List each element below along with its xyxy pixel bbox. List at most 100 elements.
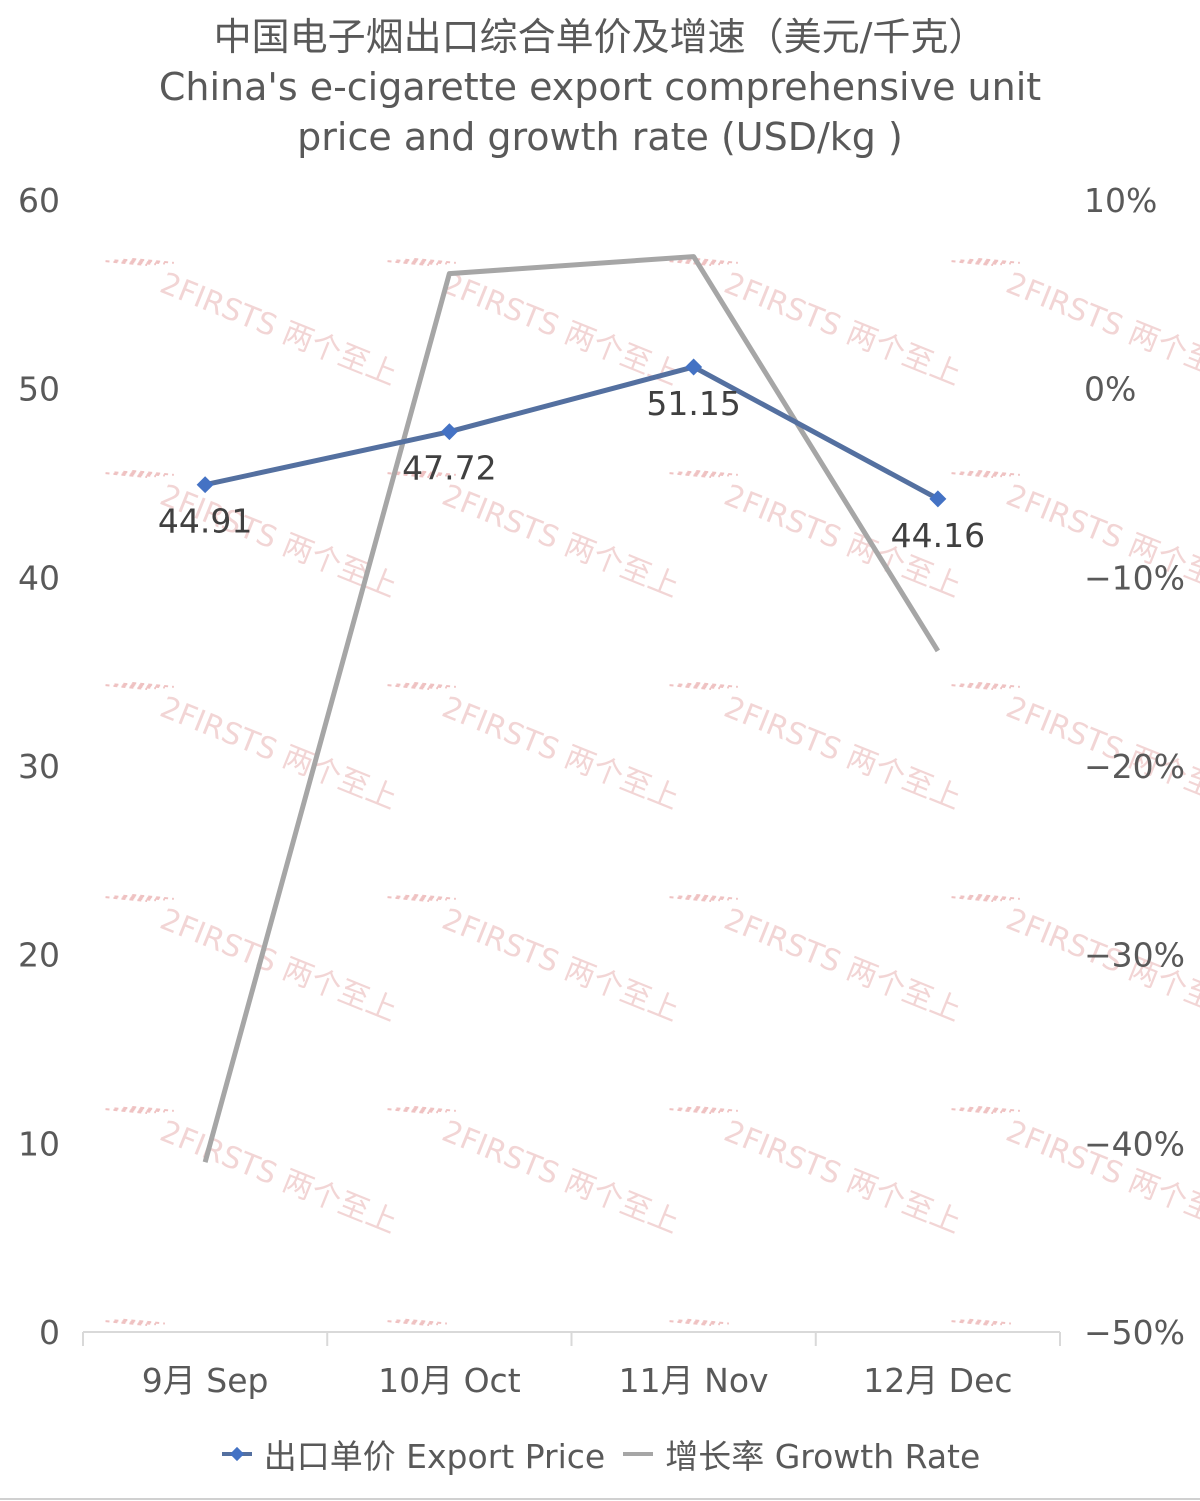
watermark-stroke xyxy=(405,1318,448,1325)
watermark-stroke xyxy=(969,894,1012,901)
watermark-stroke xyxy=(669,1320,712,1326)
legend-item-growth-rate: 增长率 Growth Rate xyxy=(621,1430,980,1478)
watermark-text: 2FIRSTS 两个至上 xyxy=(437,266,684,393)
legend-label-export-price: 出口单价 Export Price xyxy=(263,1437,606,1476)
watermark-stroke xyxy=(960,683,1003,690)
watermark-stroke xyxy=(132,1105,174,1112)
watermark-stroke xyxy=(114,1107,157,1114)
watermark-logo xyxy=(387,1318,448,1326)
watermark-stroke xyxy=(978,469,1020,476)
y-right-tick-label: −10% xyxy=(1084,558,1185,597)
watermark-stroke xyxy=(105,260,148,266)
watermark-stroke xyxy=(687,258,730,265)
watermark-logo: 2FIRSTS 两个至上 xyxy=(105,1105,402,1241)
watermark-stroke xyxy=(960,1107,1003,1114)
y-right-tick-label: −50% xyxy=(1084,1313,1185,1352)
watermark-logo: 2FIRSTS 两个至上 xyxy=(951,257,1200,393)
watermark-text: 2FIRSTS 两个至上 xyxy=(155,690,402,817)
watermark-stroke xyxy=(123,258,166,265)
watermark-stroke xyxy=(978,681,1020,688)
watermark-logo: 2FIRSTS 两个至上 xyxy=(951,1105,1200,1241)
watermark-logo xyxy=(105,1318,166,1326)
watermark-logo: 2FIRSTS 两个至上 xyxy=(951,681,1200,817)
y-left-tick-label: 20 xyxy=(18,936,60,975)
watermark-stroke xyxy=(123,1318,166,1325)
watermark-logo: 2FIRSTS 两个至上 xyxy=(105,681,402,817)
watermark-stroke xyxy=(114,1319,157,1326)
watermark-stroke xyxy=(951,260,994,266)
export-price-point xyxy=(440,423,458,441)
watermark-stroke xyxy=(105,684,148,690)
export-price-line xyxy=(204,364,940,502)
watermark-stroke xyxy=(105,472,148,478)
watermark-stroke xyxy=(969,1106,1012,1113)
legend-label-growth-rate: 增长率 Growth Rate xyxy=(665,1437,981,1476)
watermark-stroke xyxy=(951,472,994,478)
watermark-text: 2FIRSTS 两个至上 xyxy=(437,1114,684,1241)
watermark-stroke xyxy=(696,257,738,264)
watermark-logo xyxy=(951,1318,1012,1326)
watermark-logo: 2FIRSTS 两个至上 xyxy=(387,1105,684,1241)
data-labels: 44.91 47.72 51.15 44.16 xyxy=(158,384,985,555)
watermark-stroke xyxy=(396,895,439,902)
watermark-stroke xyxy=(687,894,730,901)
x-tick-label: 10月 Oct xyxy=(378,1361,521,1400)
watermark-logo: 2FIRSTS 两个至上 xyxy=(669,893,966,1029)
watermark-stroke xyxy=(414,257,456,264)
watermark-text: 2FIRSTS 两个至上 xyxy=(719,902,966,1029)
watermark-stroke xyxy=(123,894,166,901)
watermark-stroke xyxy=(396,259,439,266)
watermark-stroke xyxy=(969,470,1012,477)
watermark-stroke xyxy=(387,896,430,902)
watermark-stroke xyxy=(687,682,730,689)
watermark-stroke xyxy=(687,470,730,477)
y-left-tick-label: 0 xyxy=(39,1313,60,1352)
watermark-stroke xyxy=(105,896,148,902)
axes: 9月 Sep 10月 Oct 11月 Nov 12月 Dec 0 10 20 30 40 50 60… xyxy=(18,181,1185,1400)
watermark-stroke xyxy=(678,683,721,690)
watermark-stroke xyxy=(669,1108,712,1114)
watermark-stroke xyxy=(978,893,1020,900)
watermark-stroke xyxy=(951,896,994,902)
watermark-stroke xyxy=(687,1318,730,1325)
y-right-tick-label: 10% xyxy=(1084,181,1157,220)
watermark-stroke xyxy=(396,1319,439,1326)
watermark-stroke xyxy=(123,682,166,689)
export-price-point xyxy=(685,358,703,376)
watermark-stroke xyxy=(951,684,994,690)
watermark-text: 2FIRSTS 两个至上 xyxy=(719,266,966,393)
watermark-stroke xyxy=(114,259,157,266)
growth-rate-series xyxy=(202,254,941,1163)
watermark-text: 2FIRSTS 两个至上 xyxy=(437,902,684,1029)
watermark-text: 2FIRSTS 两个至上 xyxy=(155,266,402,393)
y-right-tick-label: −40% xyxy=(1084,1124,1185,1163)
watermark-logo: 2FIRSTS 两个至上 xyxy=(105,257,402,393)
y-left-tick-label: 10 xyxy=(18,1124,60,1163)
watermark-stroke xyxy=(132,469,174,476)
legend-key-price-icon xyxy=(221,1446,252,1462)
watermark-logo xyxy=(669,1318,730,1326)
watermark-stroke xyxy=(387,472,430,478)
watermark-stroke xyxy=(696,1105,738,1112)
y-left-tick-label: 50 xyxy=(18,370,60,409)
x-tick-label: 11月 Nov xyxy=(619,1361,769,1400)
watermark-stroke xyxy=(114,895,157,902)
watermark-stroke xyxy=(114,683,157,690)
y-left-tick-label: 40 xyxy=(18,558,60,597)
watermark-stroke xyxy=(396,471,439,478)
watermark-stroke xyxy=(978,1105,1020,1112)
watermark-stroke xyxy=(969,682,1012,689)
watermark-stroke xyxy=(105,1108,148,1114)
watermark-stroke xyxy=(669,260,712,266)
export-price-data-label: 51.15 xyxy=(646,384,740,423)
watermark-text: 2FIRSTS 两个至上 xyxy=(437,478,684,605)
watermark-stroke xyxy=(669,896,712,902)
export-price-point xyxy=(196,476,214,494)
chart-title-en-line1: China's e-cigarette export comprehensive… xyxy=(158,65,1042,109)
watermark-stroke xyxy=(969,258,1012,265)
watermark-stroke xyxy=(405,258,448,265)
watermark-stroke xyxy=(678,471,721,478)
legend-item-export-price: 出口单价 Export Price xyxy=(220,1430,606,1478)
x-tick-label: 9月 Sep xyxy=(142,1361,269,1400)
watermark-logo: 2FIRSTS 两个至上 xyxy=(105,893,402,1029)
